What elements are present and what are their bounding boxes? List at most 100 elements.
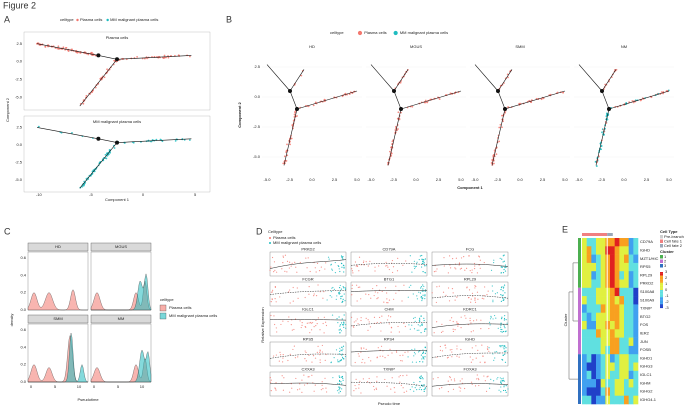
heat-cell — [610, 246, 615, 255]
cell-point — [422, 356, 424, 358]
cell-point — [460, 348, 462, 351]
cell-point — [418, 291, 420, 293]
heat-cell — [582, 312, 587, 322]
cell-point — [492, 380, 495, 382]
cell-point — [420, 315, 422, 317]
cell-point — [456, 345, 458, 347]
cell-point — [368, 356, 370, 359]
cell-point — [496, 378, 498, 380]
heat-cell — [628, 370, 634, 380]
heat-cell — [633, 395, 639, 405]
cell-point — [504, 266, 506, 269]
cell-point — [488, 350, 490, 352]
cell-point — [436, 321, 438, 323]
cell-point — [421, 299, 423, 302]
expression-points — [270, 314, 347, 334]
cell-point — [288, 267, 290, 269]
cell-point — [308, 322, 310, 324]
cell-point — [294, 357, 297, 359]
cell-point — [271, 298, 273, 300]
cell-point — [282, 320, 284, 322]
cell-point — [503, 384, 505, 386]
heat-cell — [619, 262, 625, 272]
cell-type-bar — [582, 233, 608, 236]
cell-point — [275, 271, 278, 273]
heat-cell — [605, 304, 611, 313]
cell-point — [316, 323, 318, 325]
cell-point — [469, 270, 471, 272]
cell-point — [501, 358, 503, 361]
cell-point — [297, 356, 299, 358]
cell-point — [419, 361, 421, 363]
cell-point — [471, 383, 473, 385]
cell-point — [334, 261, 336, 264]
cell-point — [299, 320, 301, 322]
y-tick-label: -5.0 — [15, 177, 23, 182]
heat-cell — [619, 345, 625, 355]
cell-point — [391, 259, 394, 262]
cell-point — [390, 316, 392, 318]
cell-point — [499, 123, 502, 126]
heat-cell — [586, 362, 592, 372]
gene-title: TXNIP — [383, 367, 395, 372]
x-tick-label: 2.5 — [644, 177, 650, 182]
cell-point — [469, 319, 471, 322]
cell-point — [337, 361, 339, 363]
cell-point — [421, 262, 423, 265]
cell-point — [503, 350, 506, 352]
panel-label: E — [562, 224, 568, 234]
cell-point — [477, 349, 479, 352]
cell-point — [339, 350, 341, 352]
cell-point — [449, 375, 451, 378]
x-tick-label: 2.5 — [436, 177, 442, 182]
cell-point — [455, 268, 457, 270]
branch — [98, 55, 118, 60]
cell-point — [395, 125, 397, 128]
expression-points — [270, 284, 347, 304]
cell-point — [382, 355, 384, 357]
heat-cell — [600, 304, 606, 313]
cell-point — [348, 93, 351, 96]
scale-cell — [660, 296, 663, 298]
cell-point — [500, 300, 502, 302]
heat-cell — [610, 337, 615, 347]
cell-point — [321, 351, 323, 353]
cell-point — [341, 256, 343, 258]
cell-point — [441, 387, 443, 389]
cell-point — [339, 292, 341, 295]
cell-point — [340, 297, 342, 300]
branch-node — [115, 140, 119, 145]
cell-point — [296, 389, 299, 391]
heat-cell — [586, 395, 592, 405]
cell-point — [380, 330, 382, 332]
cell-point — [413, 351, 416, 354]
cell-point — [407, 351, 409, 353]
cell-point — [470, 322, 472, 324]
heat-cell — [628, 279, 634, 289]
cell-point — [639, 99, 642, 102]
cell-point — [530, 101, 532, 104]
heat-cell — [619, 387, 625, 396]
cell-point — [290, 265, 292, 267]
y-tick-label: 2.5 — [16, 41, 22, 46]
cell-point — [423, 390, 425, 393]
cell-point — [490, 378, 492, 380]
heat-cell — [610, 329, 615, 338]
heat-cell — [624, 337, 629, 347]
cell-point — [410, 284, 412, 286]
cell-point — [486, 376, 488, 378]
cell-point — [358, 355, 360, 357]
branch-node — [392, 89, 396, 93]
heat-cell — [633, 246, 639, 255]
cell-point — [476, 272, 479, 274]
expression-points — [436, 344, 507, 364]
heat-cell — [610, 370, 615, 380]
scale-cell — [660, 288, 663, 291]
cell-point — [324, 359, 326, 361]
cell-point — [136, 56, 138, 58]
heat-cell — [582, 362, 587, 372]
cell-point — [292, 286, 294, 289]
cell-point — [411, 386, 413, 388]
plot-area — [23, 31, 211, 111]
cell-point — [418, 376, 421, 378]
